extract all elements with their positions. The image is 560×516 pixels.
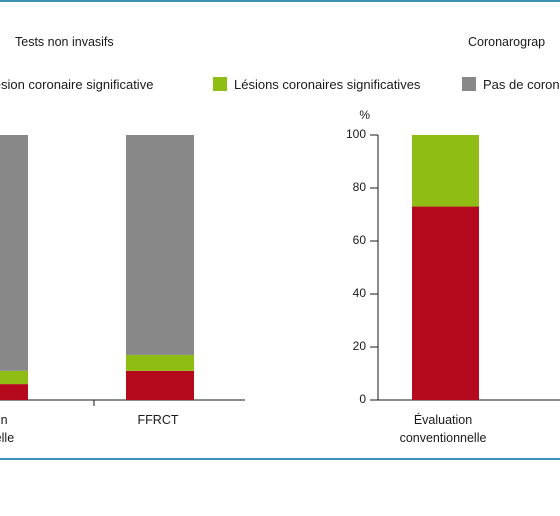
legend-swatch-significant: [213, 77, 227, 91]
right-y-tick-label-4: 80: [352, 180, 366, 194]
left-bar-1-segment-2: [126, 135, 194, 355]
left-bar-1-segment-1: [126, 354, 194, 371]
right-y-tick-label-3: 60: [352, 233, 366, 247]
right-panel-title: Coronarograp: [468, 35, 546, 49]
right-bar-0-segment-0: [412, 206, 479, 400]
legend-label-significant: Lésions coronaires significatives: [234, 76, 421, 92]
legend-item-significant: Lésions coronaires significatives: [213, 75, 420, 93]
legend-label-no-coronary: Pas de coron: [483, 76, 560, 92]
right-category-label-0: Évaluation conventionnelle: [399, 413, 487, 445]
left-bar-0-segment-0: [0, 384, 28, 400]
legend-item-no-coronary: Pas de coron: [462, 75, 560, 93]
legend-item-no-lesion: e lésion coronaire significative: [0, 75, 153, 93]
bottom-rule: [0, 458, 560, 460]
right-y-tick-label-1: 20: [352, 339, 366, 353]
left-category-label-0: ationonnelle: [0, 413, 15, 445]
left-panel-title: Tests non invasifs: [15, 35, 114, 49]
right-y-tick-label-5: 100: [345, 127, 366, 141]
left-bar-0-segment-2: [0, 135, 28, 371]
left-bar-0-segment-1: [0, 370, 28, 385]
right-y-tick-label-0: 0: [359, 392, 366, 406]
right-bar-0-segment-1: [412, 135, 479, 207]
top-rule: [0, 0, 560, 2]
legend-swatch-no-coronary: [462, 77, 476, 91]
left-bar-1-segment-0: [126, 370, 194, 400]
legend-label-no-lesion: e lésion coronaire significative: [0, 76, 154, 92]
right-y-tick-label-2: 40: [352, 286, 366, 300]
right-y-axis-label: %: [359, 108, 370, 122]
left-category-label-1: FFRCT: [137, 413, 179, 427]
